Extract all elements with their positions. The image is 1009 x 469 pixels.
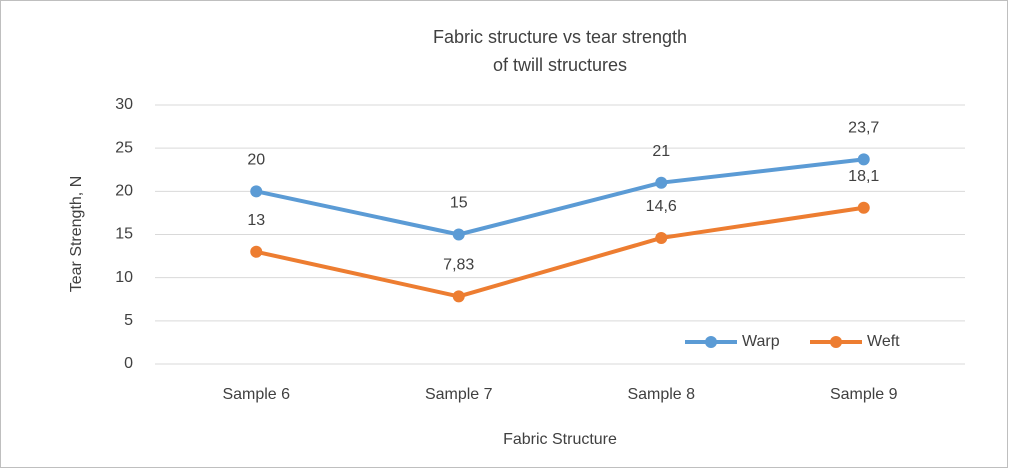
x-tick-label: Sample 9 [830,386,898,403]
marker [655,176,668,189]
data-label: 23,7 [848,120,879,137]
data-label: 7,83 [443,257,474,274]
data-label: 20 [247,152,265,169]
line [255,157,864,237]
y-tick-label: 10 [115,269,133,286]
marker [857,201,870,214]
marker [250,245,263,258]
marker [452,228,465,241]
y-tick-label: 0 [124,355,133,372]
data-label: 14,6 [646,198,677,215]
y-axis-label: Tear Strength, N [68,176,85,293]
marker [452,290,465,303]
marker [655,231,668,244]
y-tick-label: 25 [115,139,133,156]
data-label: 21 [652,143,670,160]
y-tick-label: 5 [124,312,133,329]
chart-title: Fabric structure vs tear strength [433,27,687,47]
legend-label: Warp [742,333,780,350]
marker [250,185,263,198]
legend-label: Weft [867,333,900,350]
x-axis-label: Fabric Structure [503,431,617,448]
line [255,205,865,299]
x-tick-label: Sample 6 [222,386,290,403]
data-label: 18,1 [848,168,879,185]
chart-title: of twill structures [493,55,627,75]
y-tick-label: 30 [115,96,133,113]
x-tick-label: Sample 8 [627,386,695,403]
data-label: 13 [247,212,265,229]
marker [857,153,870,166]
x-tick-label: Sample 7 [425,386,493,403]
y-tick-label: 15 [115,226,133,243]
data-label: 15 [450,195,468,212]
y-tick-label: 20 [115,183,133,200]
legend-marker [705,336,717,348]
legend-marker [830,336,842,348]
